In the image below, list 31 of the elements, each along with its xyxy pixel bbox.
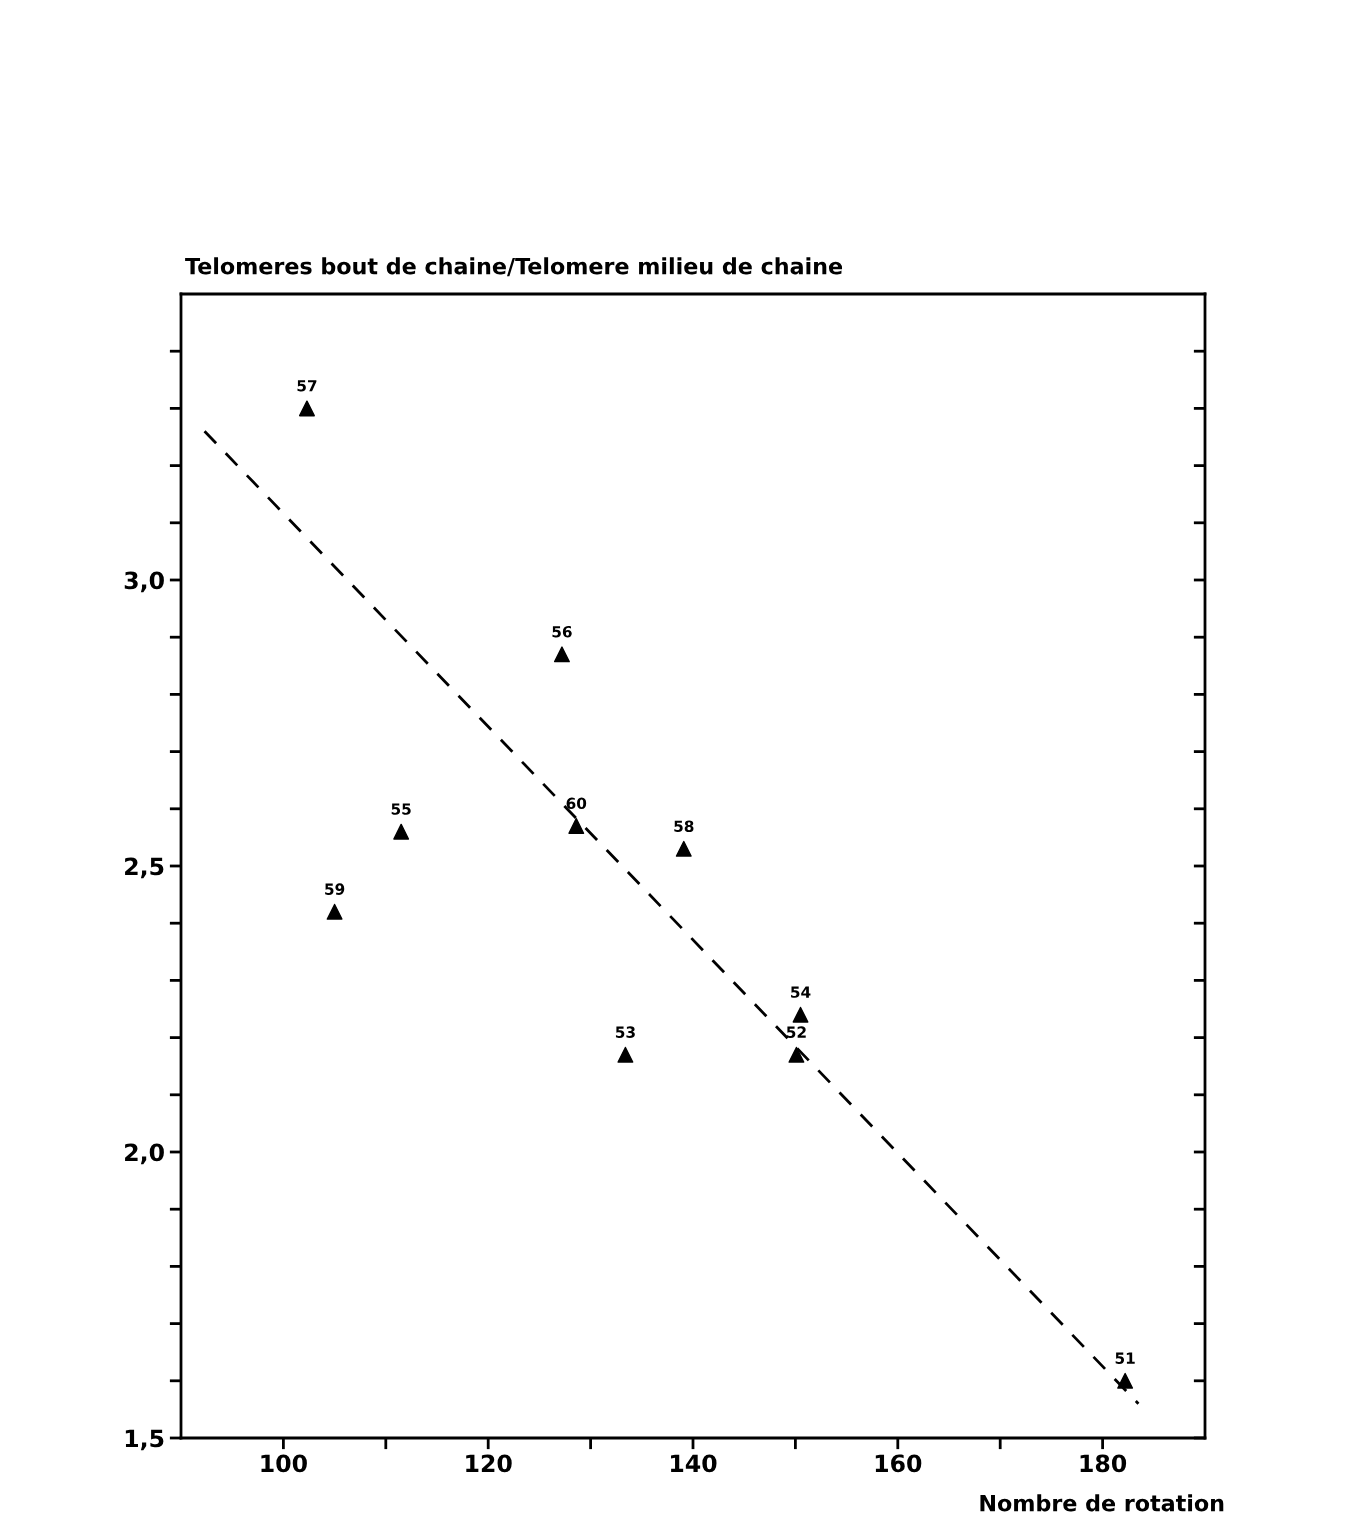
annotation: 55 [391, 803, 411, 815]
annotation: 59 [325, 883, 345, 895]
y-tick-label: 2,5 [125, 857, 164, 879]
annotation: 54 [791, 986, 811, 998]
x-axis-title: Nombre de rotation [980, 1494, 1224, 1512]
point [792, 1006, 809, 1023]
y-tick-label: 1,5 [125, 1429, 164, 1451]
point [298, 400, 315, 417]
point [326, 903, 343, 920]
point [568, 817, 585, 834]
annotation: 58 [674, 820, 694, 832]
point [788, 1046, 805, 1063]
point [393, 823, 410, 840]
x-tick-label: 100 [261, 1454, 307, 1473]
y-axis-title: Telomeres bout de chaine/Telomere milieu de chaine [185, 257, 843, 277]
y-tick-label: 2,0 [125, 1143, 164, 1165]
x-tick-label: 140 [671, 1454, 717, 1473]
annotation: 56 [552, 625, 572, 638]
x-tick-label: 180 [1080, 1454, 1127, 1473]
annotation: 53 [615, 1026, 635, 1038]
annotation: 57 [297, 380, 317, 392]
x-tick-label: 160 [875, 1454, 922, 1473]
point [675, 840, 692, 857]
y-tick-label: 3,0 [124, 571, 164, 593]
point [1117, 1372, 1134, 1389]
point [553, 646, 570, 663]
point [617, 1046, 634, 1063]
annotation: 51 [1115, 1352, 1135, 1364]
annotation: 60 [566, 797, 587, 810]
annotation: 52 [786, 1026, 806, 1038]
x-tick-label: 120 [466, 1454, 512, 1473]
